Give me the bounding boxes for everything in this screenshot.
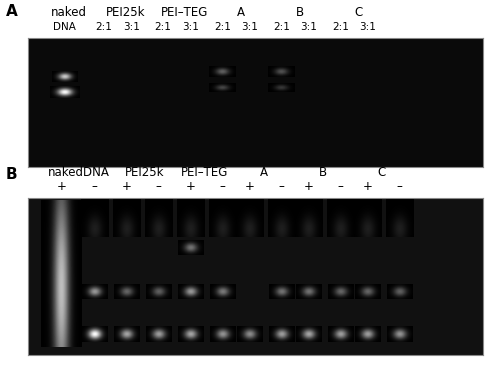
Text: –: – [397,180,402,193]
Text: 3:1: 3:1 [360,22,376,33]
Text: 3:1: 3:1 [123,22,140,33]
Text: B: B [296,6,304,19]
Text: 2:1: 2:1 [154,22,172,33]
Text: 2:1: 2:1 [273,22,290,33]
Text: –: – [338,180,344,193]
Text: nakedDNA: nakedDNA [48,165,110,179]
Text: +: + [56,180,66,193]
Text: DNA: DNA [54,22,76,33]
Text: 3:1: 3:1 [300,22,317,33]
Text: naked: naked [50,6,86,19]
Text: B: B [319,165,328,179]
Text: A: A [6,4,18,19]
Text: 2:1: 2:1 [96,22,112,33]
Text: +: + [363,180,373,193]
Text: PEI–TEG: PEI–TEG [161,6,208,19]
Text: 3:1: 3:1 [241,22,258,33]
Text: +: + [186,180,196,193]
Text: +: + [122,180,132,193]
Text: C: C [354,6,363,19]
Text: C: C [378,165,386,179]
Text: 3:1: 3:1 [182,22,199,33]
Text: –: – [220,180,225,193]
Text: 2:1: 2:1 [214,22,230,33]
Text: 2:1: 2:1 [332,22,349,33]
Text: A: A [236,6,244,19]
Text: A: A [260,165,268,179]
Text: B: B [6,167,18,182]
Text: –: – [92,180,98,193]
Text: –: – [278,180,284,193]
Text: PEI25k: PEI25k [125,165,164,179]
Text: PEI25k: PEI25k [106,6,145,19]
Text: PEI–TEG: PEI–TEG [182,165,228,179]
Text: +: + [304,180,314,193]
Text: +: + [244,180,254,193]
Text: –: – [156,180,162,193]
